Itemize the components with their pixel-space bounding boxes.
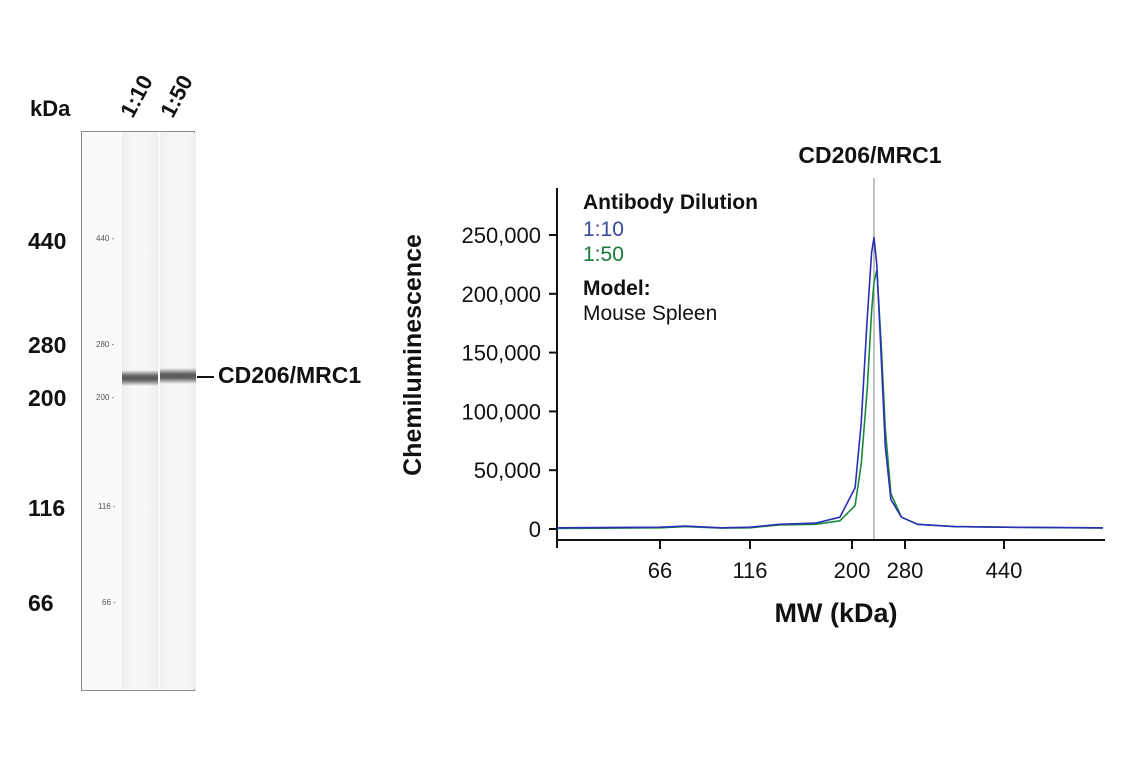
y-tick-label: 200,000 (461, 282, 541, 307)
mw-marker-440: 440 (28, 228, 67, 254)
lane-1-10 (122, 133, 158, 689)
x-tick-label: 66 (648, 558, 672, 583)
legend-model-heading: Model: (583, 277, 651, 300)
blot-image: 440 - 280 - 200 - 116 - 66 - (81, 131, 196, 691)
legend-heading: Antibody Dilution (583, 191, 758, 214)
y-ticks: 0 50,000 100,000 150,000 200,000 250,000 (461, 223, 557, 542)
x-tick-label: 116 (732, 558, 767, 583)
y-tick-label: 50,000 (474, 458, 541, 483)
band-lane-1 (122, 370, 158, 386)
band-indicator-line (197, 376, 214, 378)
y-tick-label: 0 (529, 517, 541, 542)
ladder-tick-66: 66 - (102, 598, 116, 607)
y-tick-label: 150,000 (461, 341, 541, 366)
mw-marker-66: 66 (28, 590, 54, 616)
x-ticks: 66 116 200 280 440 (648, 540, 1023, 583)
y-tick-label: 100,000 (461, 399, 541, 424)
mw-marker-116: 116 (28, 495, 66, 521)
mw-marker-200: 200 (28, 385, 67, 411)
kda-units-label: kDa (30, 96, 71, 121)
ladder-tick-200: 200 - (96, 393, 115, 402)
x-axis-label: MW (kDa) (775, 598, 898, 628)
ladder-tick-116: 116 - (98, 502, 116, 511)
legend-entry-1-50: 1:50 (583, 243, 624, 266)
series-line-1-10 (556, 236, 1104, 529)
band-lane-2 (160, 368, 196, 384)
ladder-tick-280: 280 - (96, 340, 115, 349)
chart-title: CD206/MRC1 (798, 142, 941, 168)
lane-1-50 (160, 133, 196, 689)
band-label: CD206/MRC1 (218, 362, 362, 388)
series-lines (556, 236, 1104, 530)
legend-entry-1-10: 1:10 (583, 218, 624, 241)
ladder-tick-440: 440 - (96, 234, 115, 243)
x-tick-label: 440 (986, 558, 1023, 583)
x-tick-label: 200 (834, 558, 871, 583)
y-tick-label: 250,000 (461, 223, 541, 248)
mw-marker-280: 280 (28, 332, 67, 358)
x-tick-label: 280 (887, 558, 924, 583)
y-axis-label: Chemiluminescence (399, 234, 427, 476)
legend-model-value: Mouse Spleen (583, 302, 717, 325)
